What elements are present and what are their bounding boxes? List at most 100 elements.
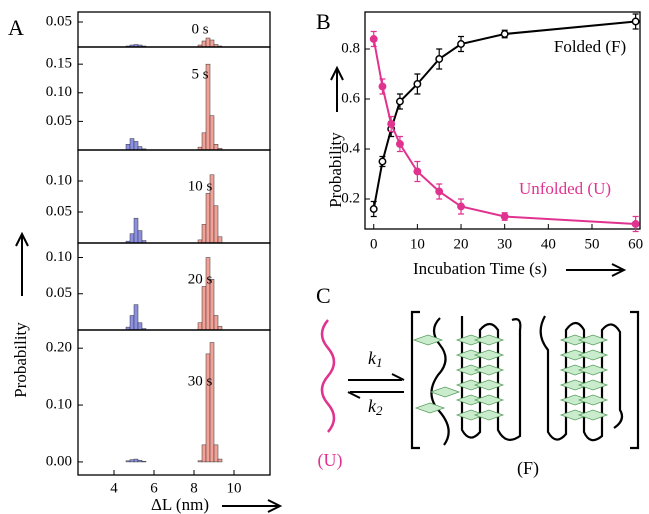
- histogram-bar: [201, 444, 207, 463]
- histogram-bar: [197, 322, 203, 331]
- histogram-bar: [129, 459, 135, 463]
- panel-time-label: 10 s: [188, 178, 213, 194]
- panel-label: C: [316, 283, 331, 308]
- sheet: [577, 334, 609, 346]
- data-point: [369, 35, 378, 43]
- x-tick-label: 8: [190, 480, 198, 496]
- y-tick-label: 0.05: [46, 113, 72, 129]
- panel-label: A: [8, 15, 24, 40]
- histogram-bar: [213, 144, 219, 151]
- sheet: [473, 349, 505, 361]
- sheet: [473, 394, 505, 406]
- data-point: [413, 167, 422, 176]
- sheet: [473, 379, 505, 391]
- y-tick-label: 0.10: [46, 172, 72, 188]
- arrow: [347, 391, 404, 399]
- x-tick-label: 10: [410, 236, 425, 252]
- data-point: [457, 202, 465, 211]
- panel-time-label: 30 s: [188, 373, 213, 389]
- y-tick-label: 0.6: [341, 90, 360, 106]
- plot-frame: [77, 149, 271, 244]
- histogram-bar: [213, 315, 219, 331]
- data-point: [395, 97, 404, 106]
- fibril-strand: [430, 317, 450, 446]
- plot-frame: [77, 46, 271, 151]
- histogram-bar: [197, 460, 203, 463]
- data-point: [395, 140, 404, 148]
- histogram-bar: [209, 342, 215, 463]
- y-tick-label: 0.2: [341, 190, 360, 206]
- fibril-strand: [539, 315, 624, 442]
- x-tick-label: 30: [497, 236, 512, 252]
- folded-label: (F): [517, 458, 539, 479]
- fibril-strand: [460, 316, 522, 441]
- series-label: Folded (F): [554, 37, 626, 56]
- diagram: (U) k1 k2 (F): [318, 310, 640, 479]
- y-tick-label: 0.8: [341, 40, 360, 56]
- sheet: [412, 334, 444, 346]
- y-tick-label: 0.15: [46, 56, 72, 72]
- sheet: [414, 402, 446, 414]
- histogram-bar: [129, 233, 135, 244]
- histogram-bar: [201, 40, 207, 48]
- data-point: [457, 40, 465, 48]
- x-tick-label: 6: [150, 480, 158, 496]
- sheet: [473, 364, 505, 376]
- x-tick-label: 10: [227, 480, 242, 496]
- sheet: [577, 409, 609, 421]
- arrow: [222, 499, 283, 513]
- plot-frame: [77, 329, 271, 476]
- histogram-bar: [125, 460, 131, 463]
- x-axis-label: ΔL (nm): [151, 495, 209, 514]
- x-tick-label: 50: [584, 236, 599, 252]
- histogram-bar: [209, 39, 215, 48]
- histogram-bar: [133, 458, 139, 463]
- histogram-bar: [209, 115, 215, 151]
- rate-subscript: 1: [376, 355, 383, 370]
- x-tick-label: 40: [541, 236, 556, 252]
- x-tick-label: 20: [454, 236, 469, 252]
- panel-time-label: 0 s: [191, 21, 208, 37]
- data-point: [378, 157, 387, 166]
- arrow: [566, 263, 627, 277]
- data-point: [413, 80, 422, 88]
- histogram-bar: [133, 141, 139, 151]
- data-point: [500, 30, 509, 38]
- histogram-bar: [201, 224, 207, 244]
- unfolded-chain: [320, 319, 336, 433]
- sheet: [577, 349, 609, 361]
- data-point: [369, 205, 378, 213]
- rate-constant: k2: [368, 396, 383, 418]
- data-point: [378, 82, 387, 91]
- histogram-bar: [129, 315, 135, 331]
- sheet: [429, 386, 461, 398]
- histogram-bar: [141, 461, 147, 463]
- y-tick-label: 0.4: [341, 140, 360, 156]
- histogram-bar: [217, 458, 223, 463]
- y-tick-label: 0.10: [46, 84, 72, 100]
- data-point: [631, 17, 640, 26]
- plot-frame: [364, 11, 641, 230]
- y-tick-label: 0.20: [46, 340, 72, 356]
- y-tick-label: 0.00: [46, 453, 72, 469]
- data-point: [500, 212, 509, 221]
- y-axis-label: Probability: [11, 322, 30, 398]
- y-tick-label: 0.05: [46, 13, 72, 29]
- x-tick-label: 60: [628, 236, 643, 252]
- histogram-bar: [205, 37, 211, 48]
- histogram-bar: [137, 230, 143, 244]
- histogram-bar: [213, 205, 219, 244]
- histogram-bar: [205, 353, 211, 463]
- panel-label: B: [316, 9, 331, 34]
- x-axis-label: Incubation Time (s): [413, 259, 547, 278]
- series-label: Unfolded (U): [519, 179, 611, 198]
- sheet: [473, 334, 505, 346]
- plot-frame: [77, 242, 271, 331]
- y-tick-label: 0.10: [46, 249, 72, 265]
- rate-constant: k1: [368, 348, 383, 370]
- sheet: [577, 379, 609, 391]
- data-point: [387, 120, 396, 128]
- histogram-bar: [205, 257, 211, 331]
- histogram-bar: [213, 444, 219, 463]
